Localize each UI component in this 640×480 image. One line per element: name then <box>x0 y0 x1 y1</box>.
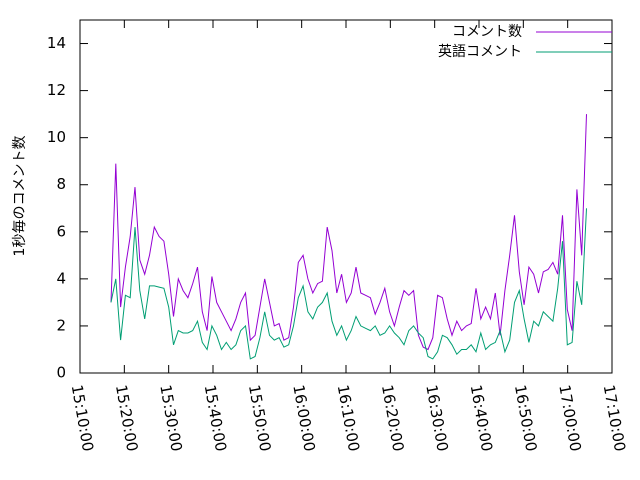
y-tick-label: 14 <box>47 34 66 52</box>
y-tick-label: 6 <box>56 222 66 240</box>
y-tick-label: 4 <box>56 269 66 287</box>
y-tick-label: 2 <box>56 316 66 334</box>
legend-label: 英語コメント <box>438 43 522 60</box>
y-tick-label: 8 <box>56 175 66 193</box>
legend-label: コメント数 <box>452 24 522 40</box>
y-tick-label: 0 <box>56 364 66 382</box>
y-axis-label: 1秒毎のコメント数 <box>12 136 28 257</box>
series-line <box>110 114 587 351</box>
y-tick-label: 12 <box>47 81 66 99</box>
series-line <box>110 208 587 360</box>
y-tick-label: 10 <box>47 128 66 146</box>
